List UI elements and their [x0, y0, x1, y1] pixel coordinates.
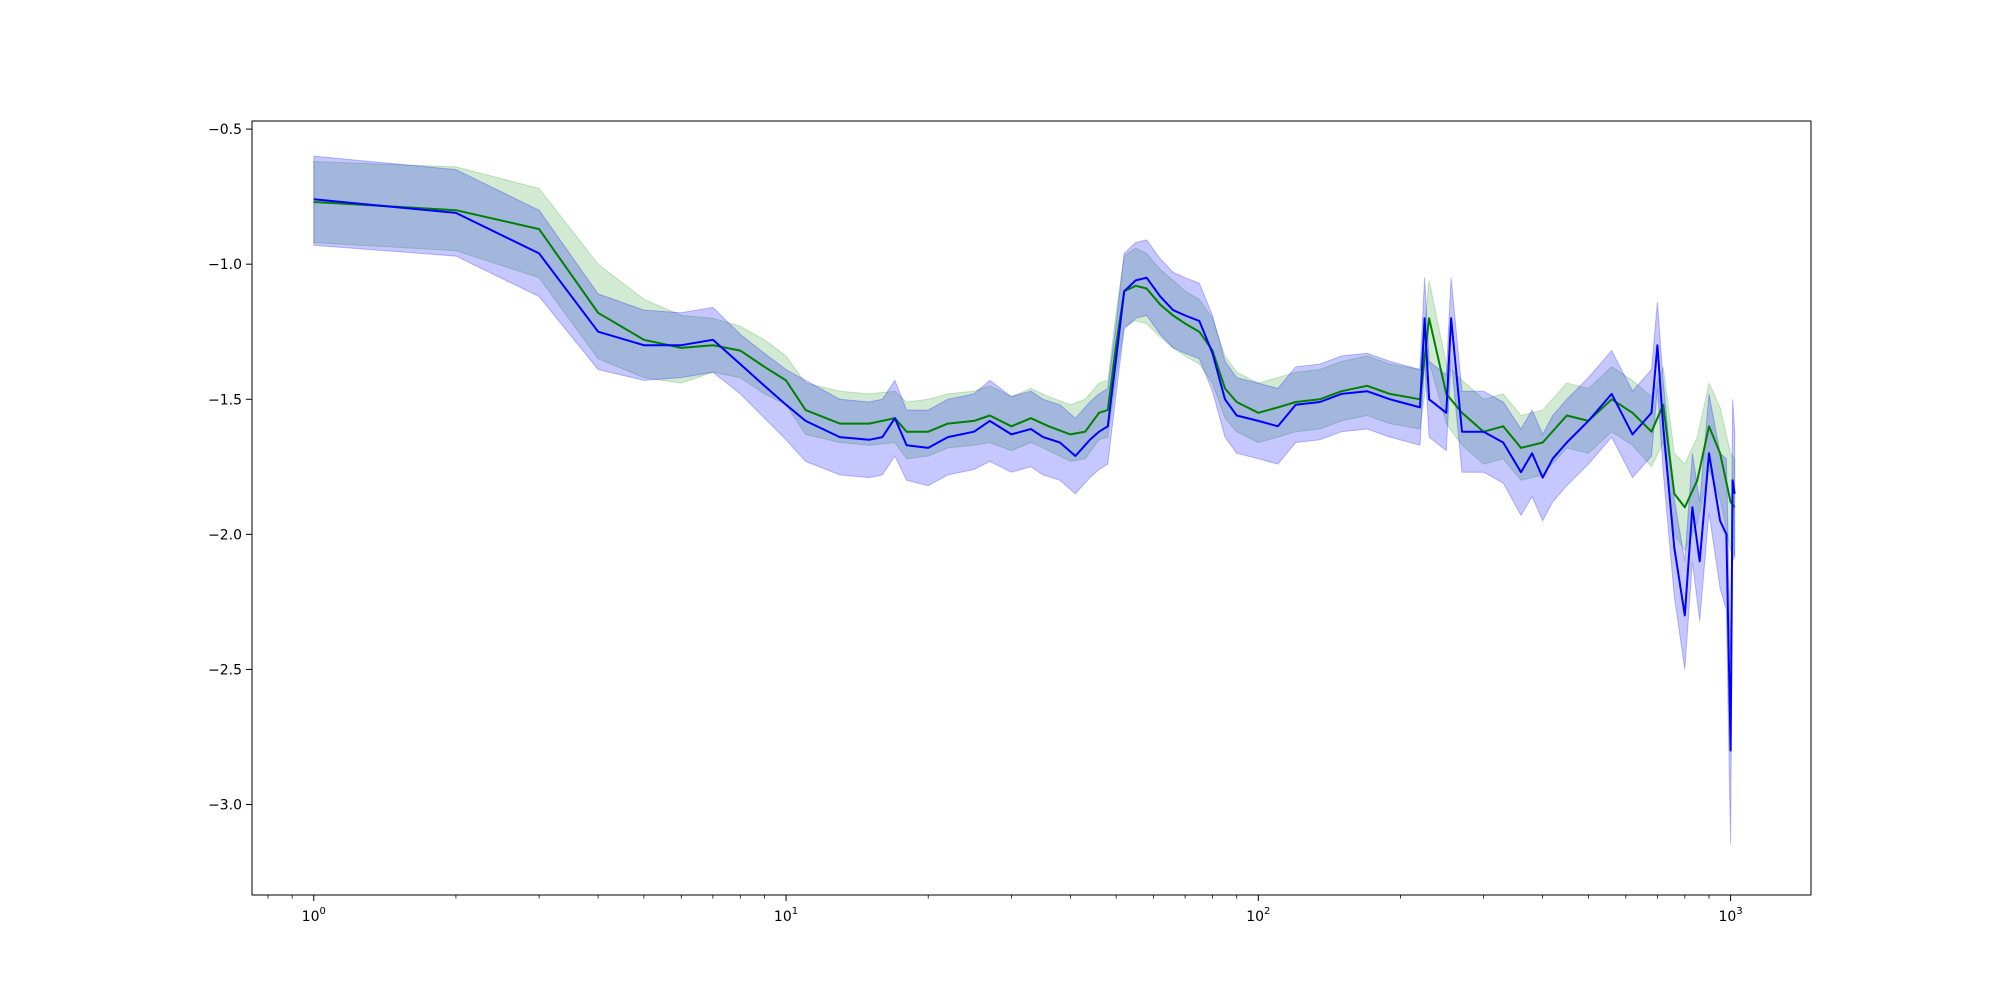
x-axis: 100 101 102 103	[267, 895, 1743, 925]
series-line-1	[313, 201, 1736, 509]
confidence-bands	[313, 155, 1736, 846]
x-tick-label: 101	[774, 906, 798, 925]
confidence-band-2	[313, 155, 1736, 846]
y-tick-label: −1.5	[208, 392, 242, 408]
plot-frame	[251, 120, 1812, 896]
y-tick-label: −2.0	[208, 527, 242, 543]
x-tick-label: 102	[1246, 906, 1270, 925]
y-tick-label: −2.5	[208, 662, 242, 678]
y-tick-label: −3.0	[208, 797, 242, 813]
y-tick-label: −0.5	[208, 122, 242, 138]
series-lines	[313, 198, 1736, 752]
confidence-band-1	[313, 160, 1736, 558]
x-tick-label: 100	[302, 906, 326, 925]
x-tick-label: 103	[1718, 906, 1742, 925]
y-axis: −0.5 −1.0 −1.5 −2.0 −2.5 −3.0	[208, 122, 252, 813]
series-line-2	[313, 198, 1736, 752]
y-tick-label: −1.0	[208, 257, 242, 273]
